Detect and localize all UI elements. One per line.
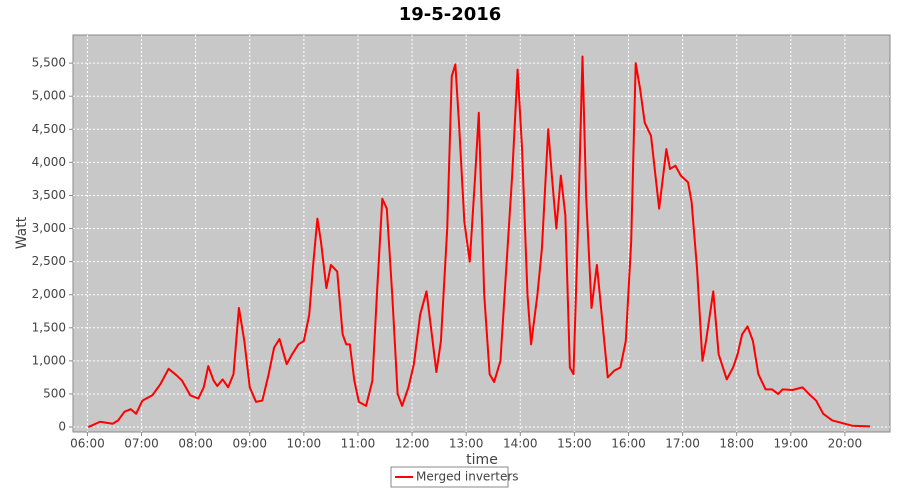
y-tick-label: 5,500 <box>32 56 66 70</box>
y-tick-label: 2,500 <box>32 254 66 268</box>
y-tick-label: 2,000 <box>32 287 66 301</box>
y-tick-label: 0 <box>58 420 66 434</box>
x-tick-label: 11:00 <box>341 437 376 451</box>
x-tick-label: 08:00 <box>178 437 213 451</box>
y-tick-label: 1,000 <box>32 353 66 367</box>
y-tick-label: 4,500 <box>32 122 66 136</box>
x-tick-label: 07:00 <box>124 437 159 451</box>
x-tick-label: 15:00 <box>557 437 592 451</box>
chart-title: 19-5-2016 <box>399 4 502 25</box>
x-tick-label: 18:00 <box>719 437 754 451</box>
y-tick-label: 4,000 <box>32 155 66 169</box>
legend-label: Merged inverters <box>416 470 519 484</box>
y-tick-label: 5,000 <box>32 89 66 103</box>
y-axis-label: Watt <box>14 216 30 249</box>
x-tick-label: 09:00 <box>232 437 267 451</box>
y-tick-label: 3,000 <box>32 221 66 235</box>
x-tick-label: 20:00 <box>828 437 863 451</box>
y-tick-label: 500 <box>43 386 66 400</box>
x-tick-label: 13:00 <box>449 437 484 451</box>
x-tick-label: 14:00 <box>503 437 538 451</box>
x-axis-label: time <box>466 452 498 468</box>
x-tick-label: 16:00 <box>611 437 646 451</box>
y-tick-label: 1,500 <box>32 320 66 334</box>
legend-box <box>390 466 509 488</box>
x-tick-label: 17:00 <box>665 437 700 451</box>
y-tick-label: 3,500 <box>32 188 66 202</box>
x-tick-label: 12:00 <box>395 437 430 451</box>
series-line <box>87 55 871 428</box>
x-tick-label: 19:00 <box>774 437 809 451</box>
x-tick-label: 06:00 <box>70 437 105 451</box>
x-tick-label: 10:00 <box>287 437 322 451</box>
